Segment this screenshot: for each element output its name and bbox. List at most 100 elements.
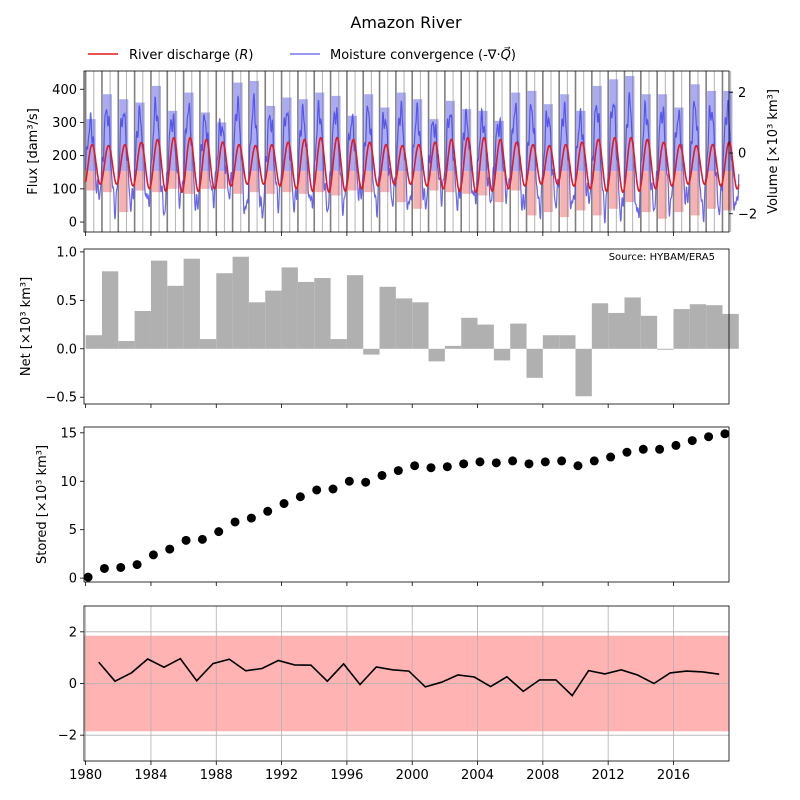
y-right-tick-label: 2 <box>738 86 746 101</box>
moisture-deficit-bar <box>135 171 145 191</box>
y-tick-label: 0 <box>69 677 77 692</box>
x-tick-label: 2012 <box>592 768 625 783</box>
net-bar <box>379 286 396 349</box>
stored-point <box>344 476 354 486</box>
y-tick-label: 0 <box>69 216 77 231</box>
x-tick-label: 2000 <box>396 768 429 783</box>
net-bar <box>232 256 249 349</box>
moisture-deficit-bar <box>102 171 112 193</box>
moisture-surplus-bar <box>560 94 570 172</box>
axes-frame <box>83 426 730 583</box>
stored-point <box>165 544 175 554</box>
stored-point <box>655 444 665 454</box>
stored-point <box>116 562 126 572</box>
moisture-surplus-bar <box>690 84 700 172</box>
moisture-surplus-bar <box>233 82 243 172</box>
anomaly-panel: −2 0 2 1980 1984 1988 1992 1996 2000 2004 2008 2012… <box>58 605 730 783</box>
stored-point <box>475 457 485 467</box>
moisture-surplus-bar <box>592 85 602 172</box>
net-bar <box>297 281 315 349</box>
moisture-deficit-bar <box>184 171 194 194</box>
y-tick-label: 0 <box>69 572 77 587</box>
x-tick-label: 1980 <box>69 768 102 783</box>
y-tick-label: 100 <box>52 182 77 197</box>
stored-point <box>508 456 518 466</box>
net-bar <box>330 339 347 349</box>
stored-point <box>524 459 534 469</box>
legend: River discharge (R) Moisture convergence… <box>88 47 516 63</box>
moisture-deficit-bar <box>249 171 259 193</box>
net-bar <box>526 348 543 378</box>
moisture-deficit-bar <box>445 171 455 193</box>
net-bar <box>640 315 658 349</box>
moisture-deficit-bar <box>347 171 357 191</box>
legend-moisture-label: Moisture convergence (-∇·Q⃗) <box>330 47 516 63</box>
stored-point <box>622 447 632 457</box>
net-bar <box>542 335 560 349</box>
flux-y-label: Flux [dam³/s] <box>26 108 41 195</box>
moisture-surplus-bar <box>609 79 619 172</box>
net-bar <box>477 324 494 349</box>
moisture-deficit-bar <box>429 171 439 191</box>
net-bar <box>412 302 429 349</box>
moisture-deficit-bar <box>462 171 472 194</box>
net-bar <box>150 260 168 349</box>
net-bar <box>591 303 609 349</box>
moisture-deficit-bar <box>494 171 504 203</box>
moisture-surplus-bar <box>184 92 194 172</box>
moisture-surplus-bar <box>364 94 374 172</box>
stored-point <box>491 458 501 468</box>
moisture-surplus-bar <box>723 90 733 172</box>
moisture-deficit-bar <box>233 171 243 194</box>
moisture-surplus-bar <box>380 107 390 172</box>
moisture-deficit-bar <box>592 171 602 216</box>
moisture-surplus-bar <box>658 94 668 172</box>
y-tick-label: 300 <box>52 116 77 131</box>
moisture-deficit-bar <box>168 171 178 189</box>
moisture-surplus-bar <box>151 85 161 172</box>
legend-river-label: River discharge (R) <box>129 48 254 63</box>
y-tick-label: 0.5 <box>56 294 77 309</box>
moisture-surplus-bar <box>282 97 292 172</box>
moisture-surplus-bar <box>576 110 586 172</box>
net-bar <box>134 311 151 349</box>
x-tick-label: 2008 <box>526 768 559 783</box>
axes-frame <box>83 248 730 405</box>
moisture-deficit-bar <box>151 171 161 193</box>
x-tick-label: 1988 <box>200 768 233 783</box>
net-bar <box>346 275 364 349</box>
net-bar <box>493 348 511 361</box>
stored-point <box>704 432 714 442</box>
stored-y-label: Stored [×10³ km³] <box>35 445 50 564</box>
stored-point <box>393 466 403 476</box>
moisture-deficit-bar <box>527 171 537 216</box>
river-discharge-line <box>84 136 740 194</box>
stored-point <box>295 492 305 502</box>
stored-point <box>361 477 371 487</box>
y-tick-label: 400 <box>52 83 77 98</box>
source-note: Source: HYBAM/ERA5 <box>609 252 715 263</box>
moisture-surplus-bar <box>331 95 341 172</box>
stored-point <box>197 534 207 544</box>
moisture-deficit-bar <box>707 171 717 209</box>
net-bar <box>657 348 674 350</box>
stored-point <box>606 452 616 462</box>
net-bar <box>281 267 298 349</box>
net-bar <box>363 348 380 355</box>
stored-point <box>246 513 256 523</box>
moisture-deficit-bar <box>298 171 308 194</box>
moisture-deficit-bar <box>86 171 96 191</box>
stored-point <box>573 461 583 471</box>
moisture-surplus-bar <box>315 92 325 172</box>
moisture-deficit-bar <box>658 171 668 219</box>
flux-panel: 0 100 200 300 400 −2 0 2 Flux [dam³/s] Volume [×1… <box>26 70 781 236</box>
stored-point <box>459 459 469 469</box>
y-tick-label: 5 <box>69 523 77 538</box>
net-bar <box>706 305 723 349</box>
net-bar <box>199 339 217 349</box>
x-tick-label: 2004 <box>461 768 494 783</box>
moisture-deficit-bar <box>331 171 341 196</box>
net-bar <box>444 345 462 349</box>
net-bar <box>248 302 266 349</box>
